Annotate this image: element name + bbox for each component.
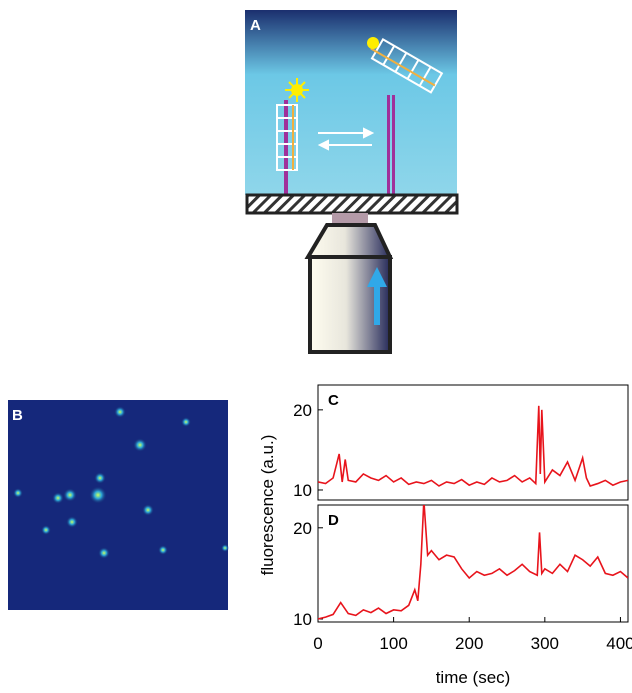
data-line: [318, 406, 628, 486]
x-tick-label: 300: [531, 634, 559, 653]
plot-frame: [318, 505, 628, 622]
data-line: [318, 500, 628, 619]
figure: A: [0, 0, 632, 688]
x-tick-label: 200: [455, 634, 483, 653]
panel-label: B: [12, 407, 23, 424]
x-tick-label: 0: [313, 634, 322, 653]
panel-label: A: [250, 17, 261, 34]
y-axis-label: fluorescence (a.u.): [258, 435, 277, 576]
panel-label: C: [328, 392, 339, 409]
x-tick-label: 100: [379, 634, 407, 653]
y-tick-label: 20: [293, 401, 312, 420]
panel-label: D: [328, 512, 339, 529]
y-tick-label: 10: [293, 610, 312, 629]
y-tick-label: 10: [293, 481, 312, 500]
y-tick-label: 20: [293, 519, 312, 538]
diagram-a: A: [245, 10, 457, 352]
x-axis-label: time (sec): [436, 668, 511, 687]
x-tick-label: 400: [606, 634, 632, 653]
page: {"panels": {"a_label": "A", "b_label": "…: [0, 0, 632, 693]
image-b: B: [8, 400, 229, 610]
